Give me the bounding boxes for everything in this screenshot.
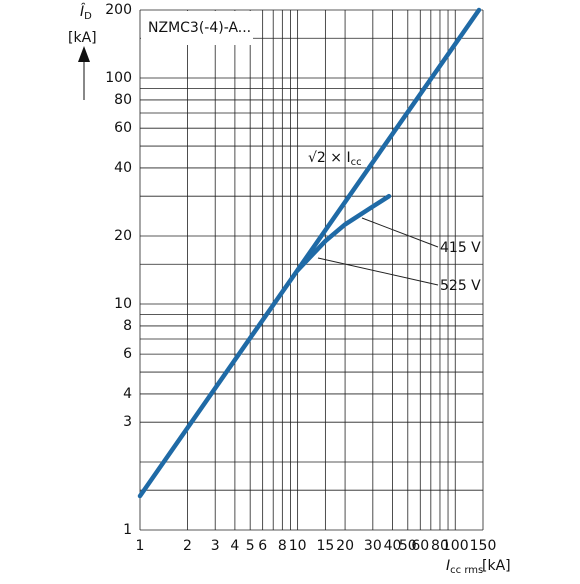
x-tick-label: 3 [211, 538, 220, 554]
y-axis-label-unit: [kA] [68, 30, 97, 46]
y-tick-label: 20 [114, 228, 132, 244]
y-tick-label: 8 [123, 318, 132, 334]
x-tick-label: 8 [278, 538, 287, 554]
x-tick-label: 150 [470, 538, 497, 554]
y-tick-label: 4 [123, 386, 132, 402]
x-tick-label: 20 [336, 538, 354, 554]
annotation: 525 V [440, 278, 481, 294]
series-line [295, 193, 392, 273]
x-axis-label-sub: cc rms [450, 565, 483, 576]
box-label: NZMC3(-4)-A... [148, 20, 251, 36]
x-tick-label: 6 [258, 538, 267, 554]
series-label-main: √2 × I [308, 150, 351, 166]
x-tick-label: 15 [316, 538, 334, 554]
x-axis-label-symbol: I [446, 558, 450, 574]
series-line [137, 7, 482, 499]
x-tick-label: 60 [411, 538, 429, 554]
y-tick-label: 200 [105, 2, 132, 18]
axis-arrow-head [78, 46, 90, 62]
y-tick-label: 3 [123, 414, 132, 430]
x-tick-label: 2 [183, 538, 192, 554]
y-tick-label: 40 [114, 160, 132, 176]
series-label-sub: cc [351, 157, 362, 168]
y-axis-label-symbol: Î [80, 2, 86, 20]
y-axis-label-sub: D [84, 11, 92, 22]
y-tick-label: 10 [114, 296, 132, 312]
x-tick-label: 1 [136, 538, 145, 554]
leader-525 [317, 257, 439, 286]
x-tick-label: 80 [431, 538, 449, 554]
leader-415 [361, 217, 439, 248]
x-tick-label: 40 [384, 538, 402, 554]
x-axis-label-unit: [kA] [482, 558, 511, 574]
series-label: √2 × Icc [308, 150, 362, 168]
label-box [141, 11, 253, 45]
y-tick-label: 80 [114, 92, 132, 108]
y-axis-label: ÎD [80, 2, 92, 22]
y-tick-label: 1 [123, 522, 132, 538]
series-label: 415 V [440, 240, 481, 256]
x-axis-label: Icc rms [446, 558, 483, 576]
x-tick-label: 10 [289, 538, 307, 554]
x-tick-label: 50 [399, 538, 417, 554]
x-tick-label: 30 [364, 538, 382, 554]
x-tick-label: 100 [442, 538, 469, 554]
x-tick-label: 4 [230, 538, 239, 554]
y-tick-label: 60 [114, 120, 132, 136]
y-tick-label: 6 [123, 346, 132, 362]
y-tick-label: 100 [105, 70, 132, 86]
x-tick-label: 5 [246, 538, 255, 554]
